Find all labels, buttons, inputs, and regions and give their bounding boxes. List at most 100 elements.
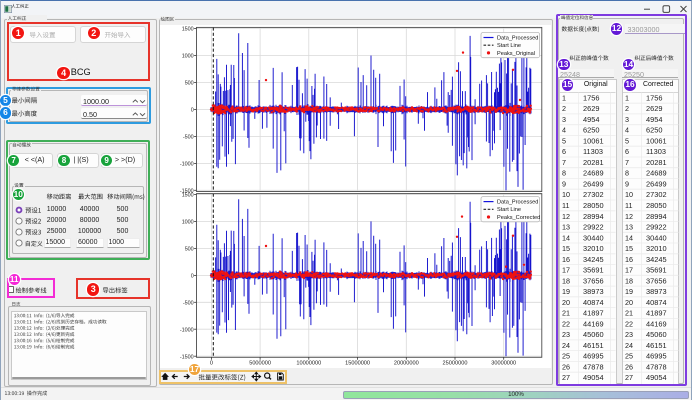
svg-text:47878: 47878 (583, 363, 604, 372)
svg-text:11303: 11303 (646, 147, 666, 156)
svg-text:-500: -500 (183, 135, 194, 141)
svg-text:0: 0 (191, 108, 194, 114)
svg-text:26499: 26499 (646, 180, 667, 189)
svg-text:38973: 38973 (646, 287, 667, 296)
svg-text:37656: 37656 (646, 276, 667, 285)
svg-text:24: 24 (562, 341, 570, 350)
svg-text:40874: 40874 (583, 298, 604, 307)
svg-text:4: 4 (625, 126, 629, 135)
svg-text:11: 11 (625, 201, 632, 210)
svg-text:6: 6 (625, 147, 629, 156)
svg-text:20281: 20281 (646, 158, 667, 167)
svg-text:19: 19 (625, 287, 633, 296)
svg-text:45060: 45060 (646, 330, 667, 339)
svg-text:21: 21 (562, 309, 570, 318)
svg-text:26: 26 (625, 363, 633, 372)
svg-text:1756: 1756 (646, 94, 662, 103)
svg-text:27302: 27302 (583, 190, 604, 199)
svg-text:14: 14 (625, 233, 633, 242)
svg-text:6250: 6250 (646, 126, 662, 135)
svg-text:2629: 2629 (583, 104, 599, 113)
svg-text:49054: 49054 (583, 373, 604, 382)
svg-text:34245: 34245 (583, 255, 604, 264)
svg-text:7: 7 (625, 158, 629, 167)
svg-text:28994: 28994 (583, 212, 604, 221)
svg-text:1756: 1756 (583, 94, 599, 103)
svg-text:2: 2 (625, 104, 629, 113)
svg-text:41897: 41897 (583, 309, 604, 318)
svg-text:-1500: -1500 (180, 188, 194, 194)
svg-text:28050: 28050 (646, 201, 667, 210)
svg-text:29922: 29922 (646, 223, 667, 232)
svg-text:1: 1 (625, 94, 629, 103)
svg-text:46995: 46995 (583, 352, 604, 361)
svg-text:10061: 10061 (646, 137, 667, 146)
svg-text:11303: 11303 (583, 147, 603, 156)
svg-text:20: 20 (625, 298, 633, 307)
svg-text:7: 7 (562, 158, 566, 167)
svg-text:32010: 32010 (646, 244, 667, 253)
svg-text:24689: 24689 (583, 169, 604, 178)
svg-text:40874: 40874 (646, 298, 667, 307)
svg-text:23: 23 (625, 330, 633, 339)
svg-text:500: 500 (185, 247, 194, 253)
svg-text:46995: 46995 (646, 352, 667, 361)
svg-text:9: 9 (562, 180, 566, 189)
svg-text:-1500: -1500 (180, 354, 194, 360)
svg-text:1: 1 (562, 94, 566, 103)
svg-text:46151: 46151 (583, 341, 604, 350)
svg-text:15: 15 (562, 244, 570, 253)
svg-text:29922: 29922 (583, 223, 604, 232)
svg-text:38973: 38973 (583, 287, 604, 296)
svg-text:26499: 26499 (583, 180, 604, 189)
svg-text:30440: 30440 (583, 233, 604, 242)
svg-text:17: 17 (625, 266, 633, 275)
svg-text:27302: 27302 (646, 190, 667, 199)
svg-text:32010: 32010 (583, 244, 604, 253)
svg-text:Start Line: Start Line (497, 43, 521, 49)
svg-text:10061: 10061 (583, 137, 604, 146)
svg-text:10000000: 10000000 (296, 361, 321, 367)
svg-text:19: 19 (562, 287, 570, 296)
svg-text:34245: 34245 (646, 255, 667, 264)
svg-text:28994: 28994 (646, 212, 667, 221)
svg-text:22: 22 (625, 320, 633, 329)
svg-text:44169: 44169 (646, 320, 667, 329)
svg-text:1500: 1500 (182, 193, 194, 199)
svg-text:18: 18 (625, 276, 633, 285)
svg-text:1500: 1500 (182, 27, 194, 33)
svg-text:25: 25 (625, 352, 633, 361)
svg-text:1000: 1000 (182, 220, 194, 226)
svg-text:13: 13 (625, 223, 633, 232)
svg-text:Data_Processed: Data_Processed (497, 200, 538, 206)
svg-text:17: 17 (562, 266, 570, 275)
svg-text:10: 10 (562, 190, 570, 199)
svg-text:-500: -500 (183, 300, 194, 306)
svg-text:27: 27 (562, 373, 570, 382)
svg-text:Peaks_Corrected: Peaks_Corrected (497, 215, 540, 221)
svg-text:45060: 45060 (583, 330, 604, 339)
svg-text:5: 5 (562, 137, 566, 146)
svg-text:6250: 6250 (583, 126, 599, 135)
svg-text:3: 3 (625, 115, 629, 124)
svg-text:11: 11 (562, 201, 569, 210)
svg-text:12: 12 (562, 212, 570, 221)
svg-text:27: 27 (625, 373, 633, 382)
svg-text:16: 16 (562, 255, 570, 264)
svg-text:24689: 24689 (646, 169, 667, 178)
svg-text:-1000: -1000 (180, 162, 194, 168)
svg-text:4: 4 (562, 126, 566, 135)
svg-text:6: 6 (562, 147, 566, 156)
svg-text:16: 16 (625, 255, 633, 264)
svg-text:47878: 47878 (646, 363, 667, 372)
svg-text:20: 20 (562, 298, 570, 307)
svg-text:0: 0 (191, 274, 194, 280)
svg-text:13: 13 (562, 223, 570, 232)
svg-text:Data_Processed: Data_Processed (497, 35, 538, 41)
svg-text:Peaks_Original: Peaks_Original (497, 51, 535, 57)
svg-text:25: 25 (562, 352, 570, 361)
svg-text:15000000: 15000000 (345, 361, 370, 367)
svg-text:28050: 28050 (583, 201, 604, 210)
svg-text:20000000: 20000000 (394, 361, 419, 367)
svg-text:22: 22 (562, 320, 570, 329)
